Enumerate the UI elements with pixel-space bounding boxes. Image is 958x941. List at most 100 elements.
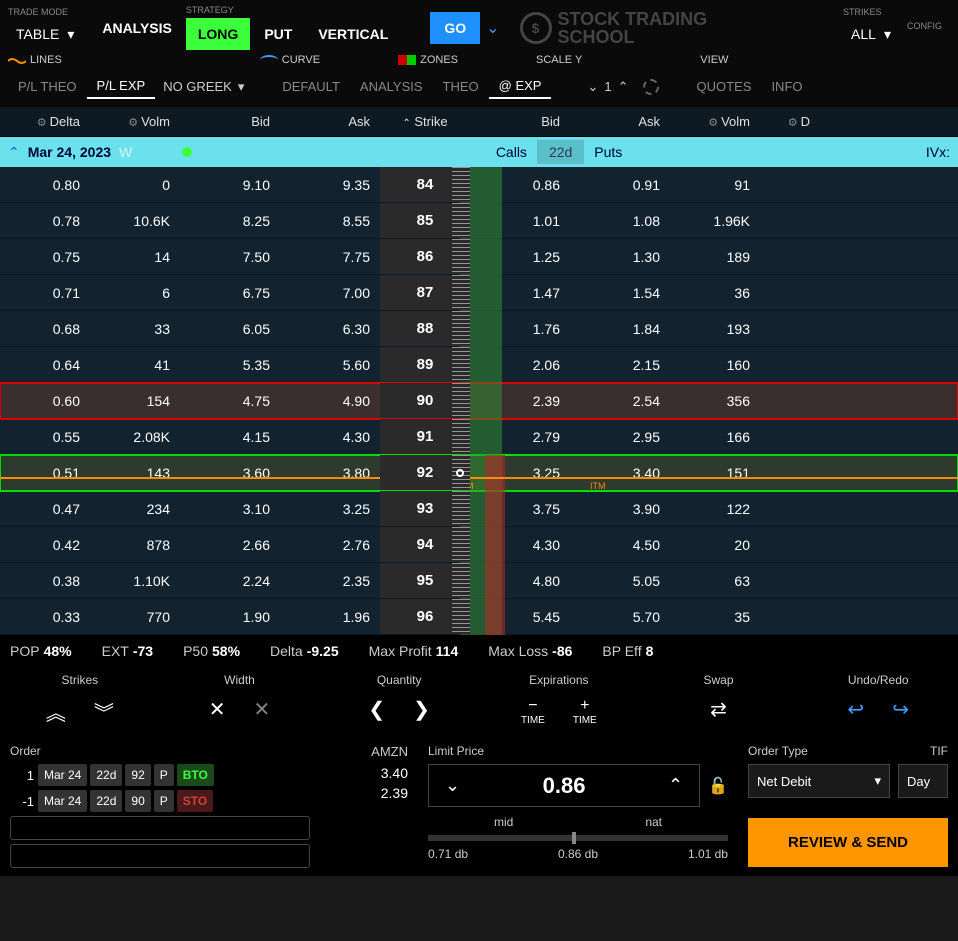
pl-theo-tab[interactable]: P/L THEO <box>8 75 87 98</box>
cell-call-bid[interactable]: 3.10 <box>180 501 280 517</box>
cell-volm[interactable]: 143 <box>90 465 180 481</box>
cell-put-volm[interactable]: 63 <box>670 573 760 589</box>
cell-put-bid[interactable]: 1.76 <box>470 321 570 337</box>
cell-put-ask[interactable]: 1.84 <box>570 321 670 337</box>
cell-put-ask[interactable]: 1.30 <box>570 249 670 265</box>
cell-put-ask[interactable]: 2.15 <box>570 357 670 373</box>
pl-exp-tab[interactable]: P/L EXP <box>87 74 156 99</box>
cell-call-ask[interactable]: 9.35 <box>280 177 380 193</box>
cell-call-ask[interactable]: 2.76 <box>280 537 380 553</box>
cell-delta[interactable]: 0.80 <box>10 177 90 193</box>
cell-volm[interactable]: 878 <box>90 537 180 553</box>
cell-put-volm[interactable]: 35 <box>670 609 760 625</box>
cell-put-volm[interactable]: 151 <box>670 465 760 481</box>
col-bid-calls[interactable]: Bid <box>180 108 280 135</box>
width-narrow-icon[interactable]: ✕ <box>205 693 230 726</box>
col-volm-puts[interactable]: ⚙Volm <box>670 108 760 135</box>
cell-delta[interactable]: 0.51 <box>10 465 90 481</box>
cell-call-ask[interactable]: 8.55 <box>280 213 380 229</box>
cell-volm[interactable]: 41 <box>90 357 180 373</box>
cell-put-bid[interactable]: 5.45 <box>470 609 570 625</box>
cell-call-ask[interactable]: 1.96 <box>280 609 380 625</box>
limit-price-value[interactable]: 0.86 <box>472 773 656 799</box>
cell-call-ask[interactable]: 7.00 <box>280 285 380 301</box>
cell-call-bid[interactable]: 8.25 <box>180 213 280 229</box>
cell-put-volm[interactable]: 91 <box>670 177 760 193</box>
col-extra[interactable]: ⚙D <box>760 108 820 135</box>
cell-strike[interactable]: 94 <box>380 527 470 562</box>
chain-row[interactable]: 0.7810.6K8.258.55851.011.081.96K <box>0 203 958 239</box>
cell-put-bid[interactable]: 1.01 <box>470 213 570 229</box>
expiry-collapse-icon[interactable]: ⌃ <box>0 144 28 161</box>
go-button[interactable]: GO <box>430 12 480 44</box>
chain-row[interactable]: 0.511433.603.80923.253.40151 <box>0 455 958 491</box>
chain-row[interactable]: 0.7166.757.00871.471.5436 <box>0 275 958 311</box>
strikes-dropdown[interactable]: ALL▾ <box>843 20 899 49</box>
cell-put-volm[interactable]: 193 <box>670 321 760 337</box>
cell-delta[interactable]: 0.47 <box>10 501 90 517</box>
cell-strike[interactable]: 89 <box>380 347 470 382</box>
cell-delta[interactable]: 0.60 <box>10 393 90 409</box>
cell-call-ask[interactable]: 7.75 <box>280 249 380 265</box>
analysis-sub-tab[interactable]: ANALYSIS <box>350 75 433 98</box>
chain-row[interactable]: 0.472343.103.25933.753.90122 <box>0 491 958 527</box>
cell-put-volm[interactable]: 20 <box>670 537 760 553</box>
cell-volm[interactable]: 14 <box>90 249 180 265</box>
strikes-up-icon[interactable]: ︽ <box>42 693 70 730</box>
cell-call-bid[interactable]: 5.35 <box>180 357 280 373</box>
cell-call-ask[interactable]: 3.25 <box>280 501 380 517</box>
chain-row[interactable]: 0.552.08K4.154.30912.792.95166 <box>0 419 958 455</box>
cell-put-ask[interactable]: 0.91 <box>570 177 670 193</box>
order-leg[interactable]: 1Mar 2422d92PBTO <box>10 764 310 786</box>
cell-delta[interactable]: 0.42 <box>10 537 90 553</box>
cell-delta[interactable]: 0.78 <box>10 213 90 229</box>
order-type-dropdown[interactable]: Net Debit▾ <box>748 764 890 798</box>
cell-strike[interactable]: 91 <box>380 419 470 454</box>
cell-volm[interactable]: 1.10K <box>90 573 180 589</box>
chain-row[interactable]: 0.601544.754.90902.392.54356 <box>0 383 958 419</box>
at-exp-tab[interactable]: @ EXP <box>489 74 552 99</box>
cell-call-bid[interactable]: 1.90 <box>180 609 280 625</box>
cell-delta[interactable]: 0.75 <box>10 249 90 265</box>
long-button[interactable]: LONG <box>186 18 250 50</box>
col-ask-puts[interactable]: Ask <box>570 108 670 135</box>
info-tab[interactable]: INFO <box>761 75 812 98</box>
cell-strike[interactable]: 87 <box>380 275 470 310</box>
lock-icon[interactable]: 🔓 <box>708 776 728 796</box>
cell-volm[interactable]: 154 <box>90 393 180 409</box>
cell-put-ask[interactable]: 2.95 <box>570 429 670 445</box>
cell-strike[interactable]: 86 <box>380 239 470 274</box>
cell-put-volm[interactable]: 122 <box>670 501 760 517</box>
cell-delta[interactable]: 0.38 <box>10 573 90 589</box>
cell-put-ask[interactable]: 5.05 <box>570 573 670 589</box>
cell-delta[interactable]: 0.68 <box>10 321 90 337</box>
default-tab[interactable]: DEFAULT <box>272 75 350 98</box>
cell-strike[interactable]: 95 <box>380 563 470 598</box>
chain-row[interactable]: 0.337701.901.96965.455.7035 <box>0 599 958 635</box>
cell-call-bid[interactable]: 4.75 <box>180 393 280 409</box>
analysis-tab[interactable]: ANALYSIS <box>90 12 184 44</box>
cell-put-volm[interactable]: 189 <box>670 249 760 265</box>
cell-call-bid[interactable]: 2.24 <box>180 573 280 589</box>
swap-icon[interactable]: ⇄ <box>706 693 731 726</box>
cell-put-volm[interactable]: 1.96K <box>670 213 760 229</box>
review-send-button[interactable]: REVIEW & SEND <box>748 818 948 867</box>
order-empty-slot[interactable] <box>10 844 310 868</box>
price-ladder[interactable]: mid nat 0.71 db 0.86 db 1.01 db <box>428 815 728 861</box>
cell-volm[interactable]: 770 <box>90 609 180 625</box>
cell-call-ask[interactable]: 5.60 <box>280 357 380 373</box>
cell-call-bid[interactable]: 7.50 <box>180 249 280 265</box>
cell-strike[interactable]: 88 <box>380 311 470 346</box>
cell-put-bid[interactable]: 2.06 <box>470 357 570 373</box>
undo-icon[interactable]: ↩ <box>843 693 868 726</box>
chain-row[interactable]: 0.381.10K2.242.35954.805.0563 <box>0 563 958 599</box>
cell-strike[interactable]: 93 <box>380 491 470 526</box>
width-wide-icon[interactable]: ✕ <box>250 693 275 726</box>
cell-put-bid[interactable]: 2.79 <box>470 429 570 445</box>
redo-icon[interactable]: ↪ <box>888 693 913 726</box>
cell-put-volm[interactable]: 36 <box>670 285 760 301</box>
cell-put-ask[interactable]: 1.54 <box>570 285 670 301</box>
cell-call-bid[interactable]: 9.10 <box>180 177 280 193</box>
scale-down-icon[interactable]: ⌄ <box>581 77 604 97</box>
vertical-button[interactable]: VERTICAL <box>306 18 400 50</box>
